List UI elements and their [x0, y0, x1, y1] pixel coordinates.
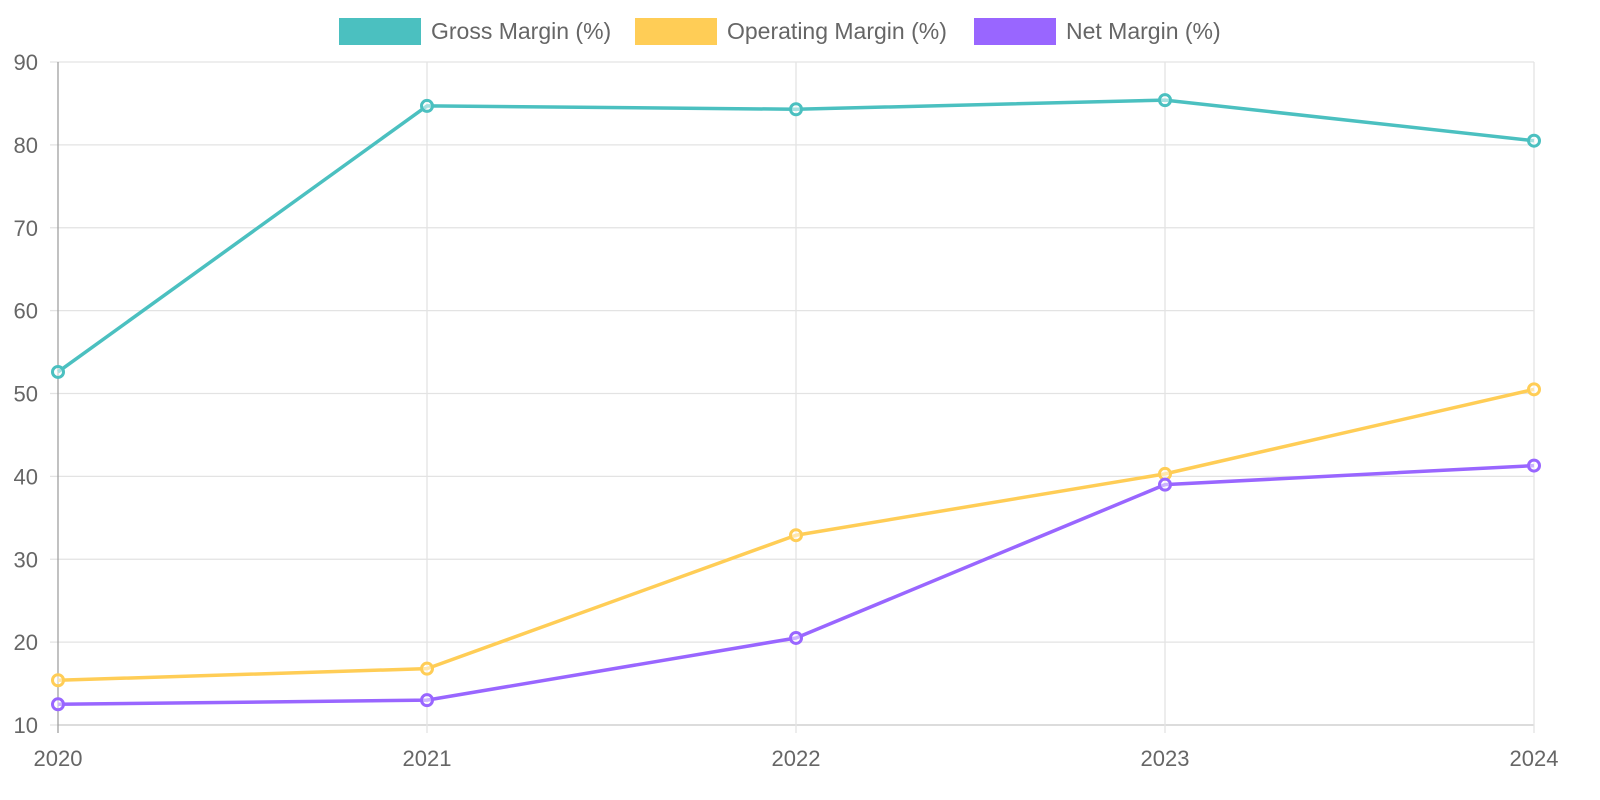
- grid: [50, 61, 1535, 733]
- y-tick-label: 90: [14, 50, 38, 75]
- data-point: [51, 364, 65, 379]
- legend-swatch: [635, 18, 717, 45]
- x-tick-label: 2020: [34, 746, 83, 771]
- legend-label: Net Margin (%): [1066, 18, 1221, 44]
- data-point: [1158, 477, 1172, 492]
- y-tick-label: 60: [14, 299, 38, 324]
- legend-label: Operating Margin (%): [727, 18, 947, 44]
- x-tick-label: 2023: [1141, 746, 1190, 771]
- y-tick-label: 20: [14, 630, 38, 655]
- data-point: [789, 528, 803, 543]
- x-tick-label: 2022: [772, 746, 821, 771]
- data-point: [51, 697, 65, 712]
- data-point: [51, 673, 65, 688]
- legend-item: Net Margin (%): [974, 18, 1221, 45]
- data-point: [420, 98, 434, 113]
- y-tick-label: 70: [14, 216, 38, 241]
- series-operating-margin: [51, 382, 1541, 688]
- series-group: [51, 93, 1541, 712]
- legend: Gross Margin (%) Operating Margin (%) Net …: [339, 18, 1221, 45]
- data-point: [1527, 382, 1541, 397]
- series-gross-margin: [51, 93, 1541, 379]
- x-axis: 2020 2021 2022 2023 2024: [34, 746, 1559, 771]
- data-point: [420, 693, 434, 708]
- data-point: [420, 661, 434, 676]
- y-tick-label: 40: [14, 464, 38, 489]
- y-tick-label: 10: [14, 713, 38, 738]
- y-tick-label: 30: [14, 547, 38, 572]
- y-tick-label: 80: [14, 133, 38, 158]
- y-tick-label: 50: [14, 382, 38, 407]
- series-net-margin: [51, 458, 1541, 712]
- data-point: [1527, 133, 1541, 148]
- x-tick-label: 2021: [403, 746, 452, 771]
- data-point: [1527, 458, 1541, 473]
- legend-item: Gross Margin (%): [339, 18, 611, 45]
- data-point: [789, 630, 803, 645]
- legend-swatch: [339, 18, 421, 45]
- data-point: [789, 102, 803, 117]
- y-axis: 10 20 30 40 50 60 70 80 90: [14, 50, 38, 738]
- legend-label: Gross Margin (%): [431, 18, 611, 44]
- legend-item: Operating Margin (%): [635, 18, 947, 45]
- legend-swatch: [974, 18, 1056, 45]
- data-point: [1158, 93, 1172, 108]
- x-tick-label: 2024: [1510, 746, 1559, 771]
